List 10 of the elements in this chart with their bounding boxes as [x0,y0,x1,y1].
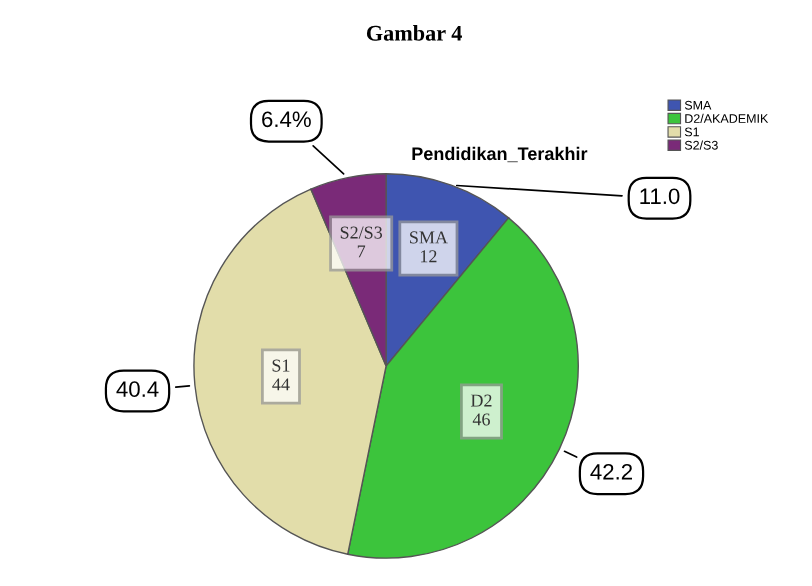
data-label: 42.2 [590,463,632,480]
data-label: 11.0 [640,188,680,205]
text: S2/S3 7 [340,226,383,258]
text: SMA 12 [410,231,448,263]
text: S1 44 [272,359,290,391]
text: Pendidikan_Terakhir [412,146,588,163]
chart-title: Gambar 4 [366,25,462,41]
data-label: 40.4 [116,381,159,397]
data-label: 6.4% [262,111,311,128]
text: D2 46 [470,394,492,426]
